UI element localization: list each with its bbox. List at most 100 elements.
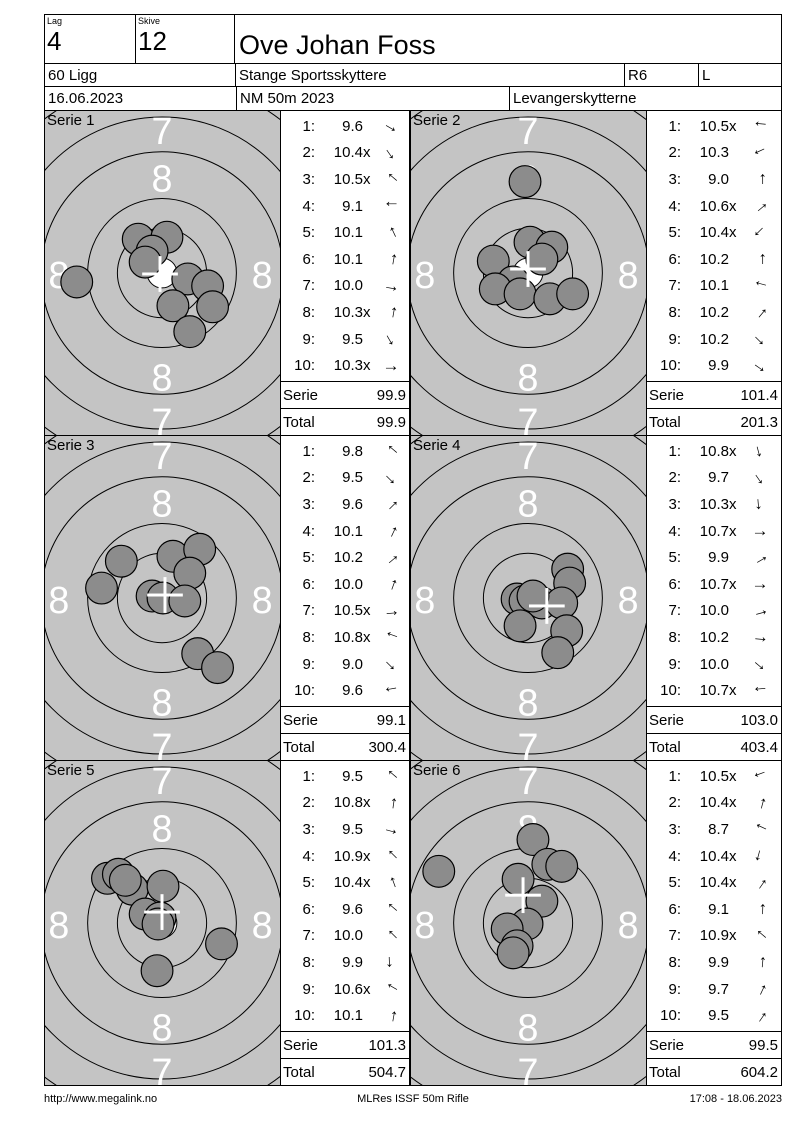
- serie-sum-label: Serie: [283, 386, 319, 404]
- mpi-cross: [528, 588, 565, 624]
- shot-number: 10:: [660, 1007, 681, 1025]
- ring-label-8: 8: [152, 681, 173, 723]
- shot-direction-arrow-icon: →: [378, 438, 404, 465]
- ring-label-8: 8: [152, 356, 173, 398]
- target-ring: [45, 151, 280, 395]
- shot-value: 9.5: [708, 1007, 729, 1025]
- shot-row: 2: 10.8 x →: [281, 790, 409, 816]
- shot-hole: [556, 277, 590, 311]
- target-ring: [411, 801, 646, 1045]
- shot-row: 3: 8.7 →: [647, 816, 781, 842]
- shot-row: 7: 10.9 x →: [647, 923, 781, 949]
- shot-number: 6:: [668, 575, 681, 593]
- serie-sum-value: 99.1: [376, 711, 406, 729]
- shot-value: 10.2: [699, 250, 729, 268]
- total-sum-label: Total: [283, 413, 315, 431]
- shot-direction-arrow-icon: →: [746, 869, 773, 895]
- shot-value: 10.2: [699, 330, 729, 348]
- target-ring: [453, 522, 603, 674]
- lag-label: Lag: [47, 16, 63, 26]
- result-sheet: Lag 4 Skive 12 Ove Johan Foss 60 Ligg St…: [44, 14, 782, 1086]
- ring-label-8: 8: [252, 904, 273, 946]
- ring-label-8: 8: [414, 904, 435, 946]
- shot-row: 9: 10.2 →: [647, 326, 781, 352]
- shot-number: 5:: [302, 549, 315, 567]
- ring-label-8: 8: [518, 356, 539, 398]
- shot-row: 8: 10.2 →: [647, 624, 781, 650]
- shot-direction-arrow-icon: →: [747, 192, 773, 219]
- skive-label: Skive: [138, 16, 161, 26]
- shot-value: 8.7: [708, 820, 729, 838]
- shot-direction-arrow-icon: →: [749, 900, 770, 919]
- shot-row: 7: 10.0 →: [647, 598, 781, 624]
- shot-value: 10.7: [699, 522, 729, 540]
- shot-direction-arrow-icon: →: [378, 464, 405, 491]
- shot-number: 4:: [302, 197, 315, 215]
- total-sum-label: Total: [649, 413, 681, 431]
- inner-ten-marker: x: [363, 303, 371, 321]
- shot-number: 9:: [302, 330, 315, 348]
- serie-sum-row: Serie 103.0: [647, 706, 781, 733]
- shot-row: 1: 10.5 x →: [647, 113, 781, 139]
- shot-value: 9.0: [342, 655, 363, 673]
- total-sum-value: 403.4: [740, 738, 778, 756]
- inner-ten-marker: x: [729, 874, 737, 892]
- target-ring: [45, 441, 280, 755]
- header-row-2: 60 Ligg Stange Sportsskyttere R6 L: [44, 63, 782, 87]
- shot-direction-arrow-icon: →: [377, 843, 404, 870]
- shot-direction-arrow-icon: →: [749, 953, 770, 972]
- inner-ten-marker: x: [363, 602, 371, 620]
- shot-row: 4: 10.7 x →: [647, 518, 781, 544]
- shot-value: 9.9: [708, 549, 729, 567]
- inner-ten-marker: x: [729, 495, 737, 513]
- shot-value: 10.0: [333, 927, 363, 945]
- shot-value: 10.5: [333, 602, 363, 620]
- ring-label-7: 7: [518, 111, 539, 152]
- shot-value: 9.7: [708, 980, 729, 998]
- shot-row: 10: 10.1 →: [281, 1003, 409, 1029]
- ring-label-8: 8: [152, 158, 173, 200]
- skive-cell: Skive 12: [135, 14, 235, 64]
- target-ring: [45, 116, 280, 430]
- ring-label-7: 7: [518, 761, 539, 802]
- total-sum-label: Total: [649, 1063, 681, 1081]
- serie-sum-label: Serie: [649, 386, 685, 404]
- total-sum-label: Total: [283, 738, 315, 756]
- total-sum-label: Total: [283, 1063, 315, 1081]
- shot-number: 2:: [302, 144, 315, 162]
- shot-row: 10: 10.7 x →: [647, 678, 781, 704]
- shot-hole: [140, 954, 174, 988]
- shot-direction-arrow-icon: →: [379, 302, 402, 323]
- shot-hole: [85, 571, 118, 605]
- shot-number: 3:: [668, 820, 681, 838]
- total-sum-value: 99.9: [376, 413, 406, 431]
- shot-value: 9.6: [342, 900, 363, 918]
- inner-ten-marker: x: [363, 847, 371, 865]
- shot-direction-arrow-icon: →: [378, 519, 403, 543]
- inner-ten-marker: x: [729, 682, 737, 700]
- shot-number: 1:: [302, 767, 315, 785]
- shot-row: 6: 10.0 →: [281, 571, 409, 597]
- inner-ten-marker: x: [729, 927, 737, 945]
- shot-row: 6: 10.2 →: [647, 246, 781, 272]
- total-sum-row: Total 99.9: [281, 408, 409, 435]
- discipline: 60 Ligg: [44, 63, 236, 87]
- shot-list: 1: 9.5 → 2: 10.8 x → 3: 9.5 → 4: 10.9 x → 5: 10.4 x → 6: 9.…: [281, 761, 409, 1031]
- shot-row: 7: 10.1 →: [647, 273, 781, 299]
- shot-number: 6:: [668, 250, 681, 268]
- shot-number: 2:: [668, 794, 681, 812]
- shot-value: 10.9: [699, 927, 729, 945]
- serie-sum-value: 99.5: [748, 1036, 778, 1054]
- series-label: Serie 1: [47, 112, 95, 129]
- shot-row: 8: 10.3 x →: [281, 299, 409, 325]
- shot-row: 9: 9.5 →: [281, 326, 409, 352]
- score-panel: 1: 9.6 → 2: 10.4 x → 3: 10.5 x → 4: 9.1 → 5: 10.1 → 6: 10.…: [280, 110, 410, 436]
- shot-row: 8: 10.8 x →: [281, 624, 409, 650]
- serie-sum-value: 101.3: [368, 1036, 406, 1054]
- inner-ten-marker: x: [363, 357, 371, 375]
